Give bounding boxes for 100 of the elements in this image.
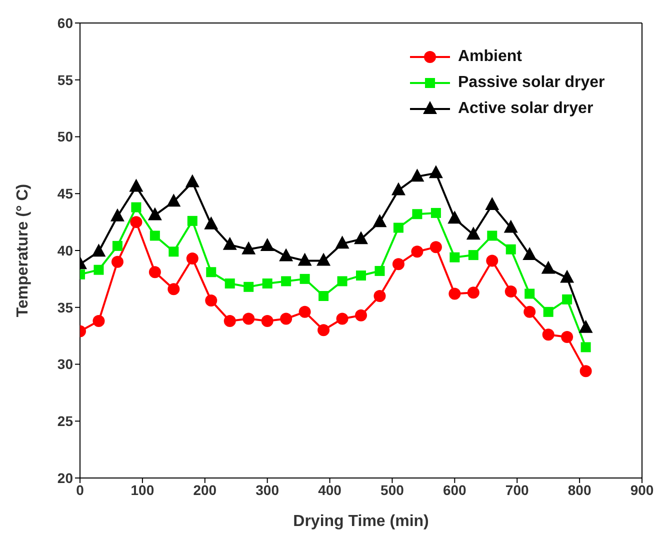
point xyxy=(94,264,104,275)
point xyxy=(448,288,461,300)
point xyxy=(541,260,556,274)
x-tick-label: 200 xyxy=(193,482,217,498)
point xyxy=(262,278,272,288)
point xyxy=(335,236,350,249)
y-tick-label: 45 xyxy=(57,186,74,202)
point xyxy=(448,210,462,224)
point xyxy=(393,222,404,233)
point xyxy=(411,246,424,258)
point xyxy=(316,252,331,266)
x-tick-label: 600 xyxy=(442,482,467,498)
point xyxy=(506,244,516,254)
y-tick-label: 55 xyxy=(57,72,74,88)
y-tick-label: 35 xyxy=(57,299,74,316)
point xyxy=(260,238,274,251)
y-tick-label: 60 xyxy=(57,14,74,31)
point xyxy=(374,266,385,276)
legend-label: Active solar dryer xyxy=(458,100,594,118)
x-tick-label: 100 xyxy=(130,482,154,498)
point xyxy=(524,306,536,318)
point xyxy=(466,226,480,240)
point xyxy=(281,276,292,286)
point xyxy=(186,252,198,264)
point xyxy=(112,240,122,251)
point xyxy=(543,306,554,317)
point xyxy=(430,241,442,254)
point xyxy=(580,365,592,378)
point xyxy=(242,312,255,325)
point xyxy=(337,276,348,286)
point xyxy=(561,330,574,343)
point xyxy=(410,168,424,182)
point xyxy=(168,246,179,257)
point xyxy=(130,216,142,228)
point xyxy=(318,291,329,301)
point xyxy=(280,312,292,325)
x-tick-label: 800 xyxy=(568,482,592,498)
point xyxy=(92,315,105,328)
point xyxy=(391,182,406,196)
point xyxy=(522,247,537,260)
point xyxy=(355,309,367,322)
y-tick-label: 20 xyxy=(57,470,74,486)
point xyxy=(486,254,498,267)
point xyxy=(279,248,294,262)
x-axis-title: Drying Time (min) xyxy=(293,513,429,530)
y-tick-label: 25 xyxy=(57,413,74,430)
point xyxy=(206,267,216,278)
point xyxy=(187,216,198,226)
point xyxy=(428,165,443,178)
point xyxy=(485,197,500,210)
point xyxy=(562,294,572,304)
legend-label: Passive solar dryer xyxy=(458,74,605,92)
point xyxy=(110,208,124,222)
point xyxy=(166,194,181,207)
point xyxy=(412,209,422,220)
point xyxy=(148,207,162,220)
point xyxy=(487,230,498,241)
y-tick-label: 50 xyxy=(57,128,74,145)
point xyxy=(354,231,368,244)
x-tick-label: 700 xyxy=(505,482,530,498)
point xyxy=(168,283,180,296)
point xyxy=(224,315,236,328)
point xyxy=(504,220,518,233)
point xyxy=(148,266,161,278)
point xyxy=(92,244,106,257)
point xyxy=(261,315,274,328)
point xyxy=(524,288,535,299)
point xyxy=(356,270,366,281)
point xyxy=(205,294,218,307)
x-tick-label: 500 xyxy=(380,482,404,498)
point xyxy=(298,306,311,318)
point xyxy=(374,290,386,302)
point xyxy=(300,274,310,284)
y-tick-label: 40 xyxy=(57,242,74,258)
point xyxy=(392,258,404,270)
point xyxy=(504,285,517,298)
point xyxy=(450,252,460,262)
point xyxy=(467,286,480,299)
point xyxy=(336,312,348,325)
point xyxy=(244,282,254,292)
point xyxy=(580,342,591,352)
point xyxy=(150,230,160,241)
x-tick-label: 900 xyxy=(630,482,654,498)
y-axis-title: Temperature (° C) xyxy=(14,184,32,318)
point xyxy=(430,208,441,218)
point xyxy=(542,328,554,341)
point xyxy=(318,324,330,336)
point xyxy=(222,236,237,250)
point xyxy=(111,256,124,268)
point xyxy=(129,178,144,192)
x-tick-label: 0 xyxy=(76,482,84,498)
point xyxy=(298,252,312,266)
x-tick-label: 300 xyxy=(256,482,280,498)
point xyxy=(204,216,218,230)
point xyxy=(185,174,200,188)
point xyxy=(224,278,235,288)
legend-label: Ambient xyxy=(458,48,522,66)
point xyxy=(468,250,478,260)
point xyxy=(242,241,256,254)
y-tick-label: 30 xyxy=(57,356,74,372)
